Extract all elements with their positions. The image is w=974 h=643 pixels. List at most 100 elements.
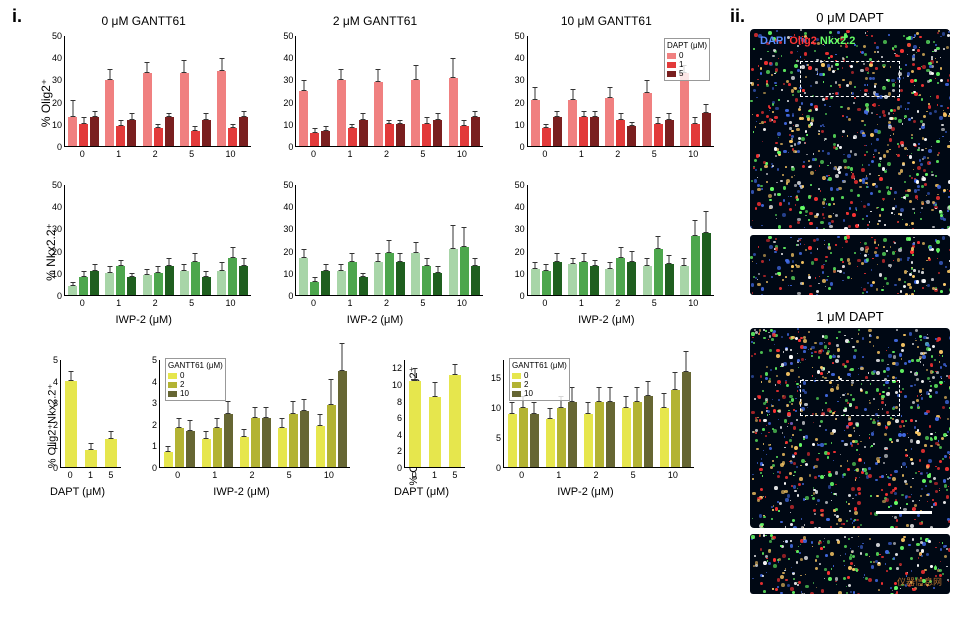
microscopy-title: 0 μM DAPT	[745, 10, 955, 25]
iwp2-bar-chart: 012345012510IWP-2 (μM)GANTT61 (μM)0210	[129, 356, 354, 496]
bar	[680, 266, 689, 295]
microscopy-image: DAPI Olig2 Nkx2.2	[750, 29, 950, 229]
bar	[165, 117, 174, 146]
gantt61-legend: GANTT61 (μM)0210	[165, 358, 226, 401]
bar	[665, 264, 674, 295]
bar	[105, 273, 114, 295]
bar	[682, 372, 691, 467]
bar	[654, 124, 663, 146]
x-axis-label: IWP-2 (μM)	[493, 314, 720, 326]
bar	[546, 419, 555, 467]
bar	[568, 100, 577, 146]
bar	[654, 249, 663, 295]
bar	[154, 128, 163, 146]
panel-i-label: i.	[12, 6, 22, 27]
bar	[622, 408, 631, 467]
bar	[217, 271, 226, 295]
dapt-legend: DAPT (μM)015	[664, 38, 710, 81]
bar	[385, 124, 394, 146]
roi-box	[800, 380, 900, 416]
bar	[429, 397, 441, 467]
bar	[217, 71, 226, 146]
bar	[671, 390, 680, 467]
bar	[449, 78, 458, 146]
bar	[579, 262, 588, 295]
nkx22-chart: 01020304050012510IWP-2 (μM)	[261, 179, 488, 324]
nkx22-chart: 01020304050012510IWP-2 (μM)	[493, 179, 720, 324]
bar	[396, 262, 405, 295]
bar	[105, 439, 117, 467]
bar	[633, 402, 642, 467]
bar	[79, 277, 88, 295]
bar	[79, 124, 88, 146]
bar	[239, 117, 248, 146]
bar	[239, 266, 248, 295]
bar	[65, 381, 77, 467]
bar	[568, 264, 577, 295]
bar	[579, 117, 588, 146]
bar	[471, 266, 480, 295]
bar	[519, 408, 528, 467]
bar	[202, 277, 211, 295]
bar	[180, 73, 189, 146]
bar	[702, 233, 711, 295]
top-chart-grid: 0 μM GANTT61% Olig2⁺010203040500125102 μ…	[30, 30, 720, 324]
bar	[680, 73, 689, 146]
bar	[605, 98, 614, 146]
bar	[165, 266, 174, 295]
bar	[616, 120, 625, 146]
bar	[164, 452, 173, 467]
x-axis-label: IWP-2 (μM)	[30, 314, 257, 326]
olig2nkx22-ratio-pair: % Olig2⁺Nkx2.2⁺/Olig2⁺024681012015DAPT (…	[374, 356, 698, 496]
bar	[228, 128, 237, 146]
bar	[300, 411, 309, 467]
bar	[643, 266, 652, 295]
bar	[251, 418, 260, 467]
bar	[202, 439, 211, 467]
bar	[660, 408, 669, 467]
bar	[433, 120, 442, 146]
bar	[175, 428, 184, 467]
olig2-chart: 2 μM GANTT6101020304050012510	[261, 30, 488, 175]
bar	[374, 82, 383, 146]
bar	[471, 117, 480, 146]
bar	[262, 418, 271, 467]
bar	[605, 269, 614, 295]
bar	[321, 271, 330, 295]
bar	[68, 117, 77, 146]
bar	[691, 236, 700, 295]
bar	[702, 113, 711, 146]
figure-panel-i: 0 μM GANTT61% Olig2⁺010203040500125102 μ…	[30, 10, 720, 496]
bar	[411, 253, 420, 295]
bar	[180, 271, 189, 295]
panel-ii-label: ii.	[730, 6, 745, 27]
dapt-bar-chart: % Olig2⁺Nkx2.2⁺/Olig2⁺024681012015DAPT (…	[374, 356, 469, 496]
bar	[90, 271, 99, 295]
bar	[531, 269, 540, 295]
roi-box	[800, 61, 900, 97]
bar	[422, 266, 431, 295]
bar	[568, 402, 577, 467]
bar	[337, 80, 346, 146]
bar	[143, 73, 152, 146]
olig2nkx22-pair: % Olig2⁺Nkx2.2⁺012345015DAPT (μM)0123450…	[30, 356, 354, 496]
bar	[508, 414, 517, 468]
watermark: 仪器信息网	[897, 575, 942, 588]
bar	[299, 91, 308, 146]
bar	[186, 431, 195, 467]
x-axis-label: DAPT (μM)	[30, 486, 125, 498]
bar	[127, 120, 136, 146]
bar	[665, 120, 674, 146]
bar	[116, 126, 125, 146]
microscopy-zoom: 仪器信息网	[750, 534, 950, 594]
column-title: 2 μM GANTT61	[261, 14, 488, 28]
bar	[68, 286, 77, 295]
nkx22-chart: % Nkx2.2⁺01020304050012510IWP-2 (μM)	[30, 179, 257, 324]
bar	[202, 120, 211, 146]
bar	[396, 124, 405, 146]
bar	[299, 258, 308, 295]
bar	[542, 128, 551, 146]
dapt-bar-chart: % Olig2⁺Nkx2.2⁺012345015DAPT (μM)	[30, 356, 125, 496]
microscopy-title: 1 μM DAPT	[745, 309, 955, 324]
figure-panel-ii: 0 μM DAPT DAPI Olig2 Nkx2.2 1 μM DAPT 仪器信息…	[745, 10, 955, 608]
